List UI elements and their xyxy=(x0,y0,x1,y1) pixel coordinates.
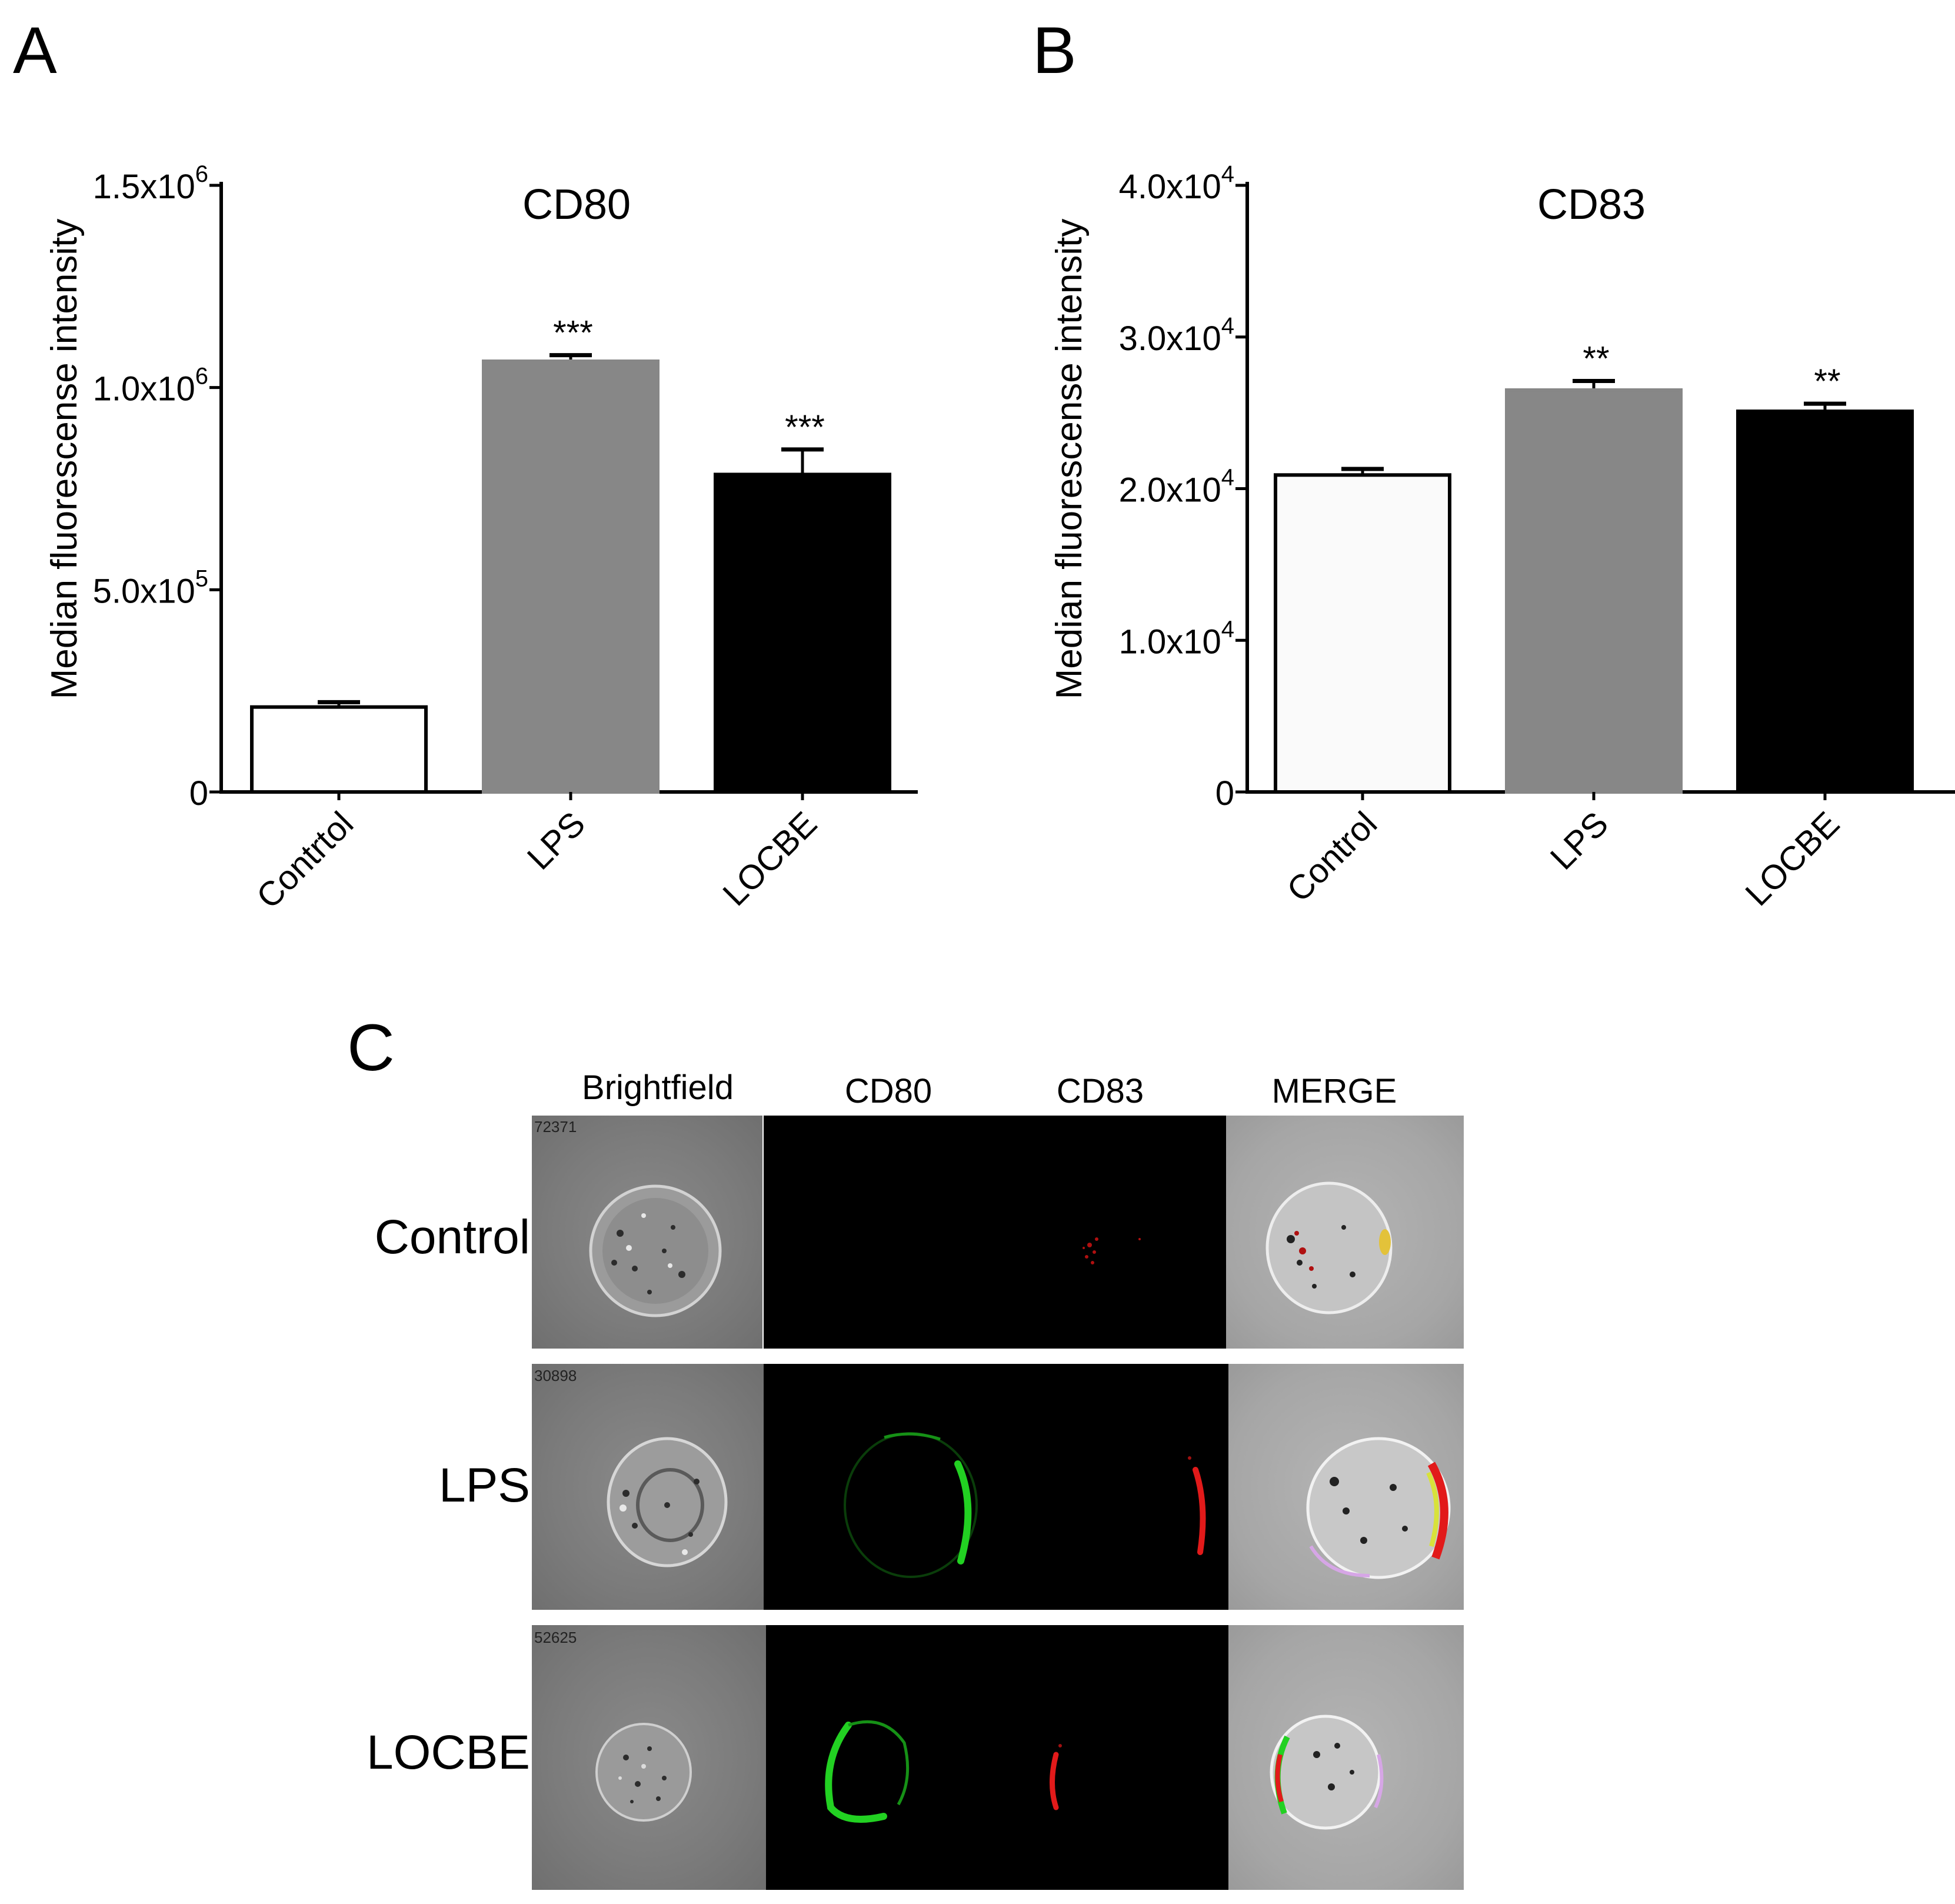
row-label-locbe: LOCBE xyxy=(367,1726,530,1779)
bar xyxy=(1736,410,1914,794)
y-tick-label-base: 0 xyxy=(1215,774,1234,813)
bar xyxy=(1274,473,1451,794)
y-tick-label-base: 0 xyxy=(189,774,208,813)
column-header-cd80: CD80 xyxy=(844,1072,932,1110)
y-tick-label-exponent: 6 xyxy=(195,364,208,390)
y-tick-label-base: 2.0x10 xyxy=(1119,471,1221,510)
y-tick-label-base: 1.0x10 xyxy=(1119,623,1221,661)
y-tick-label: 1.0x104 xyxy=(1119,616,1234,661)
y-tick-label: 1.0x106 xyxy=(93,364,208,408)
cd80-image-lps xyxy=(764,1364,995,1610)
column-header-brightfield: Brightfield xyxy=(582,1068,734,1107)
chart-title: CD83 xyxy=(1537,181,1646,228)
cell-id-control: 72371 xyxy=(534,1118,577,1136)
bar xyxy=(714,472,891,794)
y-tick-label-exponent: 4 xyxy=(1221,313,1234,339)
y-axis-label: Median fluorescense intensity xyxy=(44,219,85,700)
panel-label-c: C xyxy=(347,1011,395,1084)
column-header-merge: MERGE xyxy=(1271,1072,1397,1110)
cd80-image-locbe xyxy=(766,1625,995,1890)
cell-id-locbe: 52625 xyxy=(534,1629,577,1646)
merge-image-locbe xyxy=(1228,1625,1464,1890)
y-tick-label-base: 1.0x10 xyxy=(93,370,195,408)
cd83-image-control xyxy=(995,1116,1226,1349)
brightfield-image-control xyxy=(532,1116,762,1349)
bar xyxy=(482,359,660,794)
y-tick-label-exponent: 6 xyxy=(195,161,208,187)
y-tick-label-exponent: 4 xyxy=(1221,161,1234,187)
y-tick-label: 3.0x104 xyxy=(1119,313,1234,358)
row-label-lps: LPS xyxy=(439,1459,530,1512)
y-tick-label: 0 xyxy=(1215,774,1234,813)
y-tick-label-base: 5.0x10 xyxy=(93,572,195,610)
cd83-image-locbe xyxy=(995,1625,1228,1890)
row-label-control: Control xyxy=(374,1210,530,1264)
significance-marker: ** xyxy=(1583,339,1609,378)
y-tick-label: 5.0x105 xyxy=(93,565,208,610)
y-tick-label-base: 4.0x10 xyxy=(1119,168,1221,206)
panel-label-b: B xyxy=(1033,14,1077,87)
bar xyxy=(250,705,428,794)
significance-marker: *** xyxy=(785,408,825,447)
panel-label-a: A xyxy=(13,14,57,87)
y-tick-label: 0 xyxy=(189,774,208,813)
cell-id-lps: 30898 xyxy=(534,1367,577,1384)
y-tick-label-base: 3.0x10 xyxy=(1119,319,1221,358)
merge-image-lps xyxy=(1228,1364,1464,1610)
significance-marker: ** xyxy=(1814,362,1840,401)
y-tick-label-exponent: 4 xyxy=(1221,616,1234,642)
brightfield-image-locbe xyxy=(532,1625,766,1890)
brightfield-image-lps xyxy=(532,1364,764,1610)
cd80-image-control xyxy=(764,1116,995,1349)
y-tick-label: 2.0x104 xyxy=(1119,465,1234,510)
y-tick-label: 1.5x106 xyxy=(93,161,208,206)
y-tick-label-exponent: 4 xyxy=(1221,465,1234,491)
bar xyxy=(1505,388,1683,794)
merge-image-control xyxy=(1226,1116,1464,1349)
y-tick-label-exponent: 5 xyxy=(195,565,208,591)
chart-title: CD80 xyxy=(522,181,631,228)
cd83-image-lps xyxy=(995,1364,1228,1610)
y-axis-label: Median fluorescense intensity xyxy=(1049,219,1090,700)
column-header-cd83: CD83 xyxy=(1056,1072,1144,1110)
significance-marker: *** xyxy=(553,314,593,352)
y-tick-label: 4.0x104 xyxy=(1119,161,1234,206)
y-tick-label-base: 1.5x10 xyxy=(93,168,195,206)
chart-cd83: 01.0x1042.0x1043.0x1044.0x104CD83Median … xyxy=(1049,161,1955,913)
